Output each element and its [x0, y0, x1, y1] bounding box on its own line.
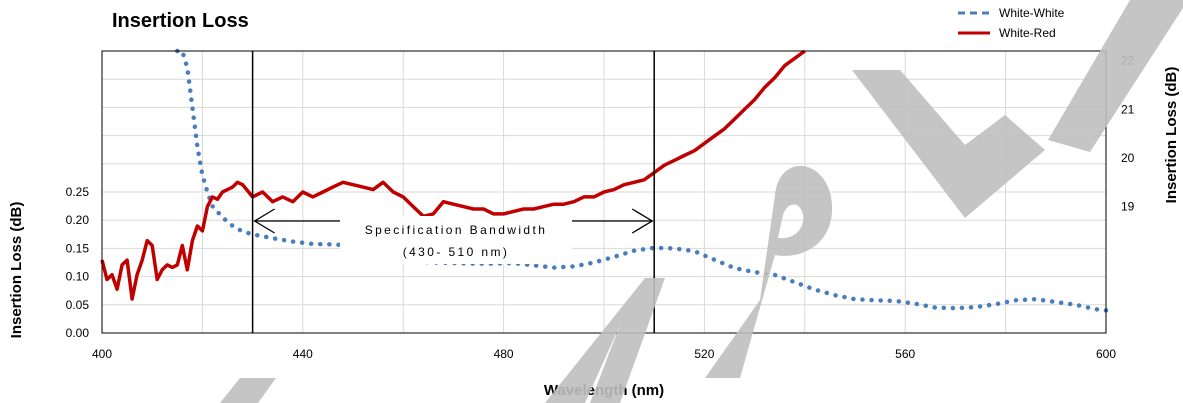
legend-label-white-white: White-White — [999, 6, 1065, 20]
watermark-letter-l — [852, 70, 1045, 218]
y-right-tick-label: 19 — [1121, 200, 1135, 214]
y-right-tick-label: 21 — [1121, 102, 1135, 116]
y-right-tick-label: 20 — [1121, 151, 1135, 165]
watermark-letter-s — [220, 378, 276, 403]
x-axis-ticks: 400 440 480 520 560 600 — [92, 347, 1116, 361]
x-tick-label: 600 — [1096, 347, 1116, 361]
y-axis-left-title: Insertion Loss (dB) — [8, 202, 25, 339]
x-tick-label: 520 — [694, 347, 714, 361]
series-white-red — [100, 49, 806, 301]
watermark-letter-p — [705, 165, 833, 378]
bandwidth-arrow-right-head — [631, 208, 654, 234]
annotation-background — [340, 216, 572, 264]
x-tick-label: 560 — [895, 347, 915, 361]
x-tick-label: 440 — [293, 347, 313, 361]
watermark-letter-a — [545, 278, 665, 403]
series-white-white — [175, 48, 1109, 313]
y-left-tick-label: 0.20 — [66, 213, 90, 227]
watermark-letter-e — [1048, 0, 1183, 152]
bandwidth-arrow-left-head — [253, 208, 275, 234]
x-tick-label: 400 — [92, 347, 112, 361]
sample-watermark — [220, 0, 1183, 403]
bandwidth-annotation: Specification Bandwidth (430- 510 nm) — [340, 216, 572, 264]
y-axis-right-title: Insertion Loss (dB) — [1163, 67, 1180, 204]
y-left-tick-label: 0.05 — [66, 298, 90, 312]
y-left-tick-label: 0.10 — [66, 270, 90, 284]
series-layer — [100, 48, 1109, 313]
x-tick-label: 480 — [494, 347, 514, 361]
y-axis-left-ticks: 0.00 0.05 0.10 0.15 0.20 0.25 — [66, 185, 90, 340]
y-left-tick-label: 0.00 — [66, 326, 90, 340]
annotation-line-2: (430- 510 nm) — [403, 245, 510, 259]
annotation-line-1: Specification Bandwidth — [365, 223, 548, 237]
legend: White-White White-Red — [958, 6, 1065, 40]
y-left-tick-label: 0.25 — [66, 185, 90, 199]
chart-title: Insertion Loss — [112, 10, 249, 32]
legend-label-white-red: White-Red — [999, 26, 1056, 40]
y-left-tick-label: 0.15 — [66, 241, 90, 255]
